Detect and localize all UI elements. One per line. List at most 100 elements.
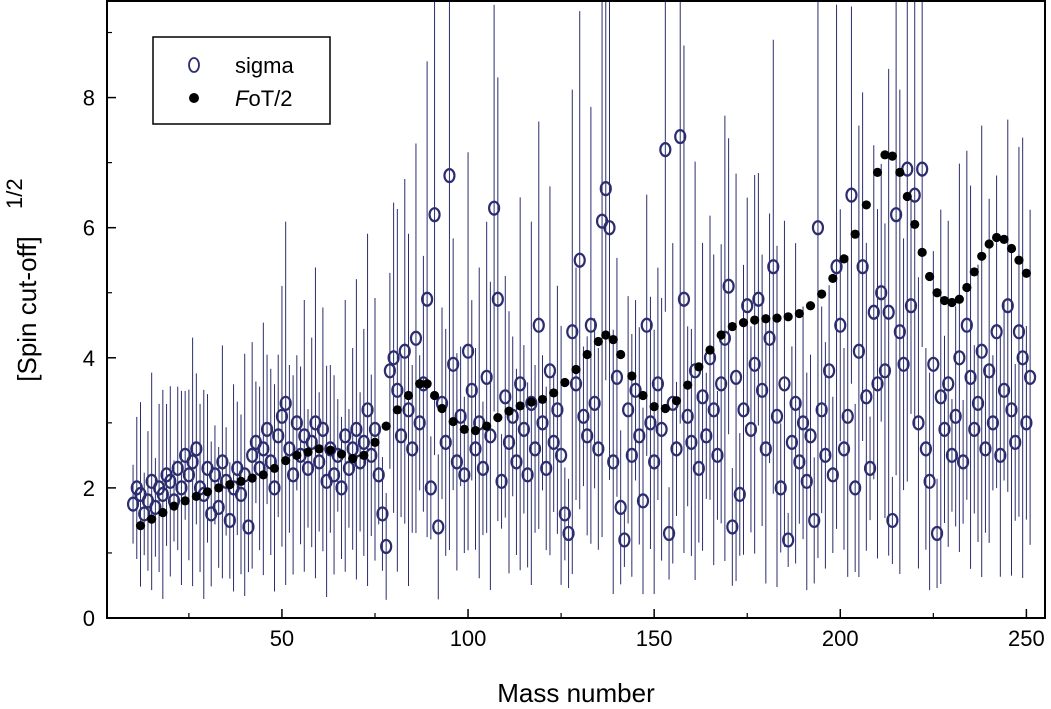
fot-point (660, 403, 670, 414)
sigma-point (514, 376, 527, 392)
fot-point (147, 514, 157, 524)
sigma-point (789, 395, 802, 411)
fot-point (705, 345, 715, 355)
fot-point (515, 401, 525, 411)
sigma-point (733, 486, 746, 502)
sigma-point (830, 259, 843, 275)
sigma-point (491, 291, 504, 307)
sigma-point (190, 441, 203, 457)
sigma-point (774, 480, 787, 496)
sigma-point (837, 441, 851, 457)
sigma-point (990, 324, 1003, 340)
fot-point (593, 336, 603, 347)
fot-point (992, 232, 1002, 243)
fot-point (370, 437, 380, 447)
sigma-point (465, 382, 478, 398)
fot-point (214, 483, 224, 493)
fot-point (537, 394, 548, 405)
sigma-point (618, 532, 631, 548)
sigma-point (409, 330, 423, 346)
sigma-point (726, 519, 739, 535)
sigma-point (823, 363, 836, 379)
sigma-point (287, 467, 300, 483)
fot-point (910, 219, 920, 230)
sigma-point (1016, 350, 1029, 366)
sigma-point (443, 168, 456, 184)
sigma-point (934, 389, 947, 405)
sigma-point (488, 200, 501, 216)
fot-point (861, 200, 871, 210)
fot-point (1021, 268, 1031, 278)
sigma-point (603, 220, 616, 236)
fot-point (504, 406, 514, 416)
sigma-series-layer (126, 129, 1037, 555)
sigma-point (975, 343, 988, 359)
fot-point (336, 449, 347, 459)
sigma-point (432, 519, 445, 535)
sigma-point (785, 434, 798, 450)
x-tick-label: 100 (450, 626, 487, 651)
sigma-point (904, 298, 918, 314)
sigma-point (469, 441, 482, 457)
sigma-point (819, 447, 832, 463)
y-tick-label: 0 (83, 606, 95, 631)
fot-point (738, 318, 749, 328)
legend-fot-label-italic: F (235, 86, 250, 111)
sigma-point (149, 499, 162, 516)
y-tick-label: 8 (83, 86, 95, 111)
fot-point (381, 421, 391, 431)
fot-point (925, 271, 935, 282)
fot-point (269, 463, 280, 473)
sigma-point (793, 454, 806, 470)
sigma-point (811, 220, 825, 236)
sigma-point (826, 467, 839, 483)
sigma-point (916, 161, 929, 177)
sigma-point (741, 298, 754, 314)
sigma-point (893, 324, 906, 340)
sigma-point (372, 467, 385, 483)
fot-point (549, 388, 559, 398)
sigma-point (882, 304, 895, 320)
sigma-point (551, 402, 564, 418)
fot-point (247, 473, 257, 483)
sigma-point (327, 467, 341, 483)
plot-frame (106, 0, 1046, 619)
sigma-point (380, 538, 393, 555)
fot-point (616, 349, 626, 360)
fot-point (954, 294, 964, 304)
fot-point (694, 362, 704, 372)
sigma-point (912, 415, 925, 431)
x-tick-label: 200 (822, 626, 859, 651)
sigma-point (964, 369, 977, 385)
fot-point (571, 364, 581, 375)
sigma-point (644, 415, 657, 431)
sigma-point (878, 363, 892, 379)
sigma-point (957, 454, 970, 470)
sigma-point (655, 421, 668, 437)
sigma-point (182, 467, 195, 483)
sigma-point (510, 454, 523, 470)
sigma-point (562, 525, 575, 542)
sigma-point (629, 382, 642, 398)
legend-sigma-label: sigma (235, 53, 294, 78)
sigma-point (752, 291, 765, 307)
sigma-point (283, 441, 296, 457)
fot-point (902, 191, 912, 202)
y-tick-label: 4 (83, 346, 95, 371)
fot-point (895, 167, 905, 177)
sigma-point (696, 389, 709, 405)
sigma-point (711, 447, 724, 463)
sigma-point (700, 428, 713, 444)
sigma-point (986, 415, 999, 431)
fot-point (448, 416, 458, 427)
fot-point (887, 151, 897, 161)
ticks-layer: 50 100 150 200 250 0 2 4 6 8 (83, 31, 1045, 651)
fot-point (608, 334, 618, 345)
sigma-point (945, 447, 959, 463)
fot-point (727, 321, 737, 332)
sigma-point (316, 421, 329, 437)
sigma-point (495, 473, 508, 489)
sigma-point (852, 343, 865, 359)
fot-point (939, 295, 950, 306)
sigma-point (860, 389, 873, 405)
